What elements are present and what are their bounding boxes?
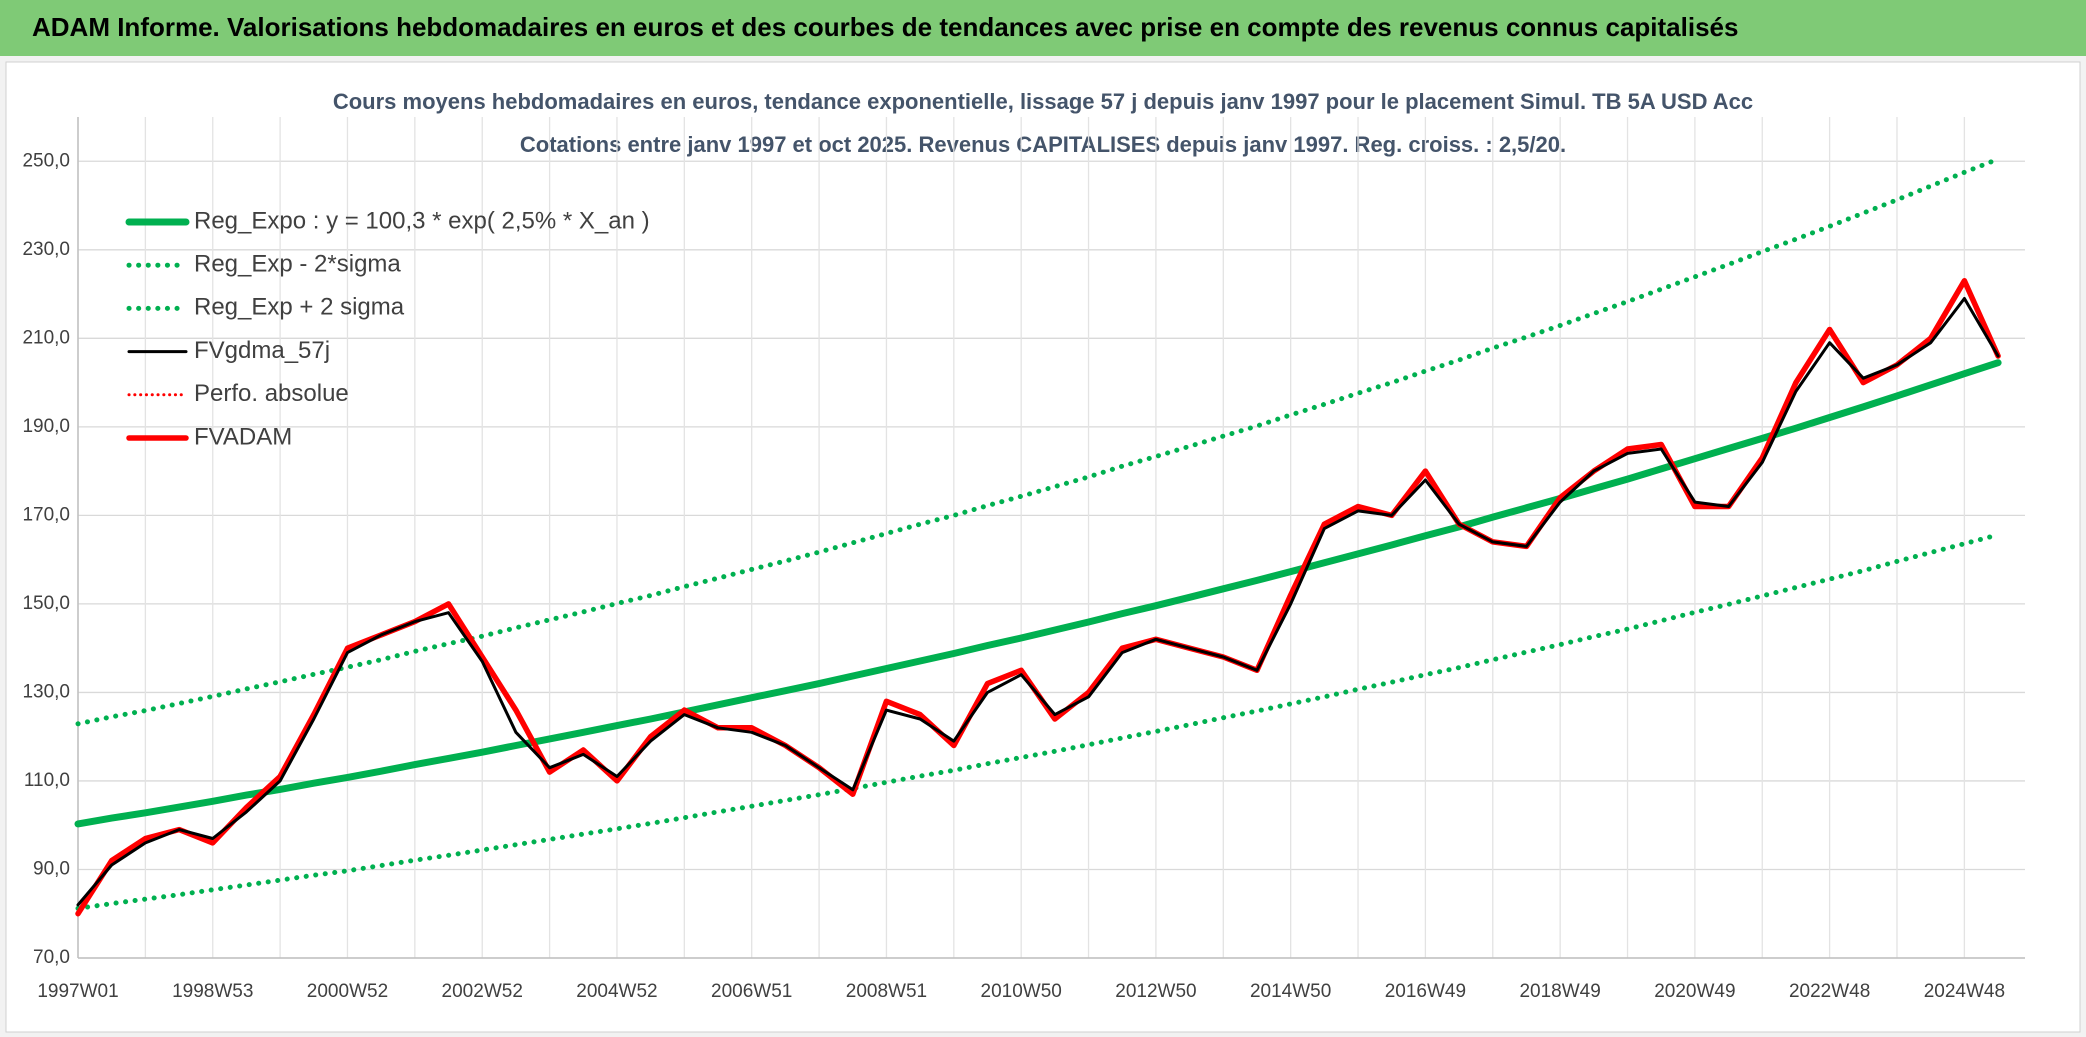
series-line [74,359,2002,828]
x-tick-label: 2004W52 [576,981,657,1002]
x-tick-label: 2000W52 [307,981,388,1002]
x-tick-label: 2002W52 [442,981,523,1002]
x-tick-label: 2020W49 [1654,981,1735,1002]
series-line [76,297,2000,907]
header-bar [0,0,2086,56]
x-tick-label: 2010W50 [981,981,1062,1002]
legend-label: Reg_Exp - 2*sigma [194,251,401,278]
x-tick-label: 1998W53 [172,981,253,1002]
x-tick-label: 2014W50 [1250,981,1331,1002]
y-tick-label: 170,0 [22,504,70,525]
x-tick-label: 1997W01 [37,981,118,1002]
x-tick-label: 2018W49 [1519,981,1600,1002]
x-tick-label: 2024W48 [1924,981,2005,1002]
y-tick-label: 150,0 [22,593,70,614]
y-tick-label: 210,0 [22,327,70,348]
x-tick-label: 2006W51 [711,981,792,1002]
y-tick-label: 130,0 [22,681,70,702]
y-tick-label: 70,0 [33,947,70,968]
legend-label: FVADAM [194,423,292,450]
series-line [75,156,2001,727]
x-tick-label: 2008W51 [846,981,927,1002]
legend-label: Reg_Exp + 2 sigma [194,294,405,321]
x-tick-label: 2022W48 [1789,981,1870,1002]
legend-label: Reg_Expo : y = 100,3 * exp( 2,5% * X_an … [194,207,650,234]
y-tick-label: 190,0 [22,416,70,437]
legend-label: FVgdma_57j [194,337,330,364]
chart-subtitle: Cotations entre janv 1997 et oct 2025. R… [520,132,1566,157]
chart-title: Cours moyens hebdomadaires en euros, ten… [333,89,1753,114]
y-tick-label: 250,0 [22,150,70,171]
x-tick-label: 2012W50 [1115,981,1196,1002]
x-tick-label: 2016W49 [1385,981,1466,1002]
y-tick-label: 110,0 [24,770,70,791]
y-tick-label: 230,0 [22,239,70,260]
legend-label: Perfo. absolue [194,380,349,407]
y-tick-label: 90,0 [33,858,70,879]
header-title: ADAM Informe. Valorisations hebdomadaire… [32,12,1738,42]
